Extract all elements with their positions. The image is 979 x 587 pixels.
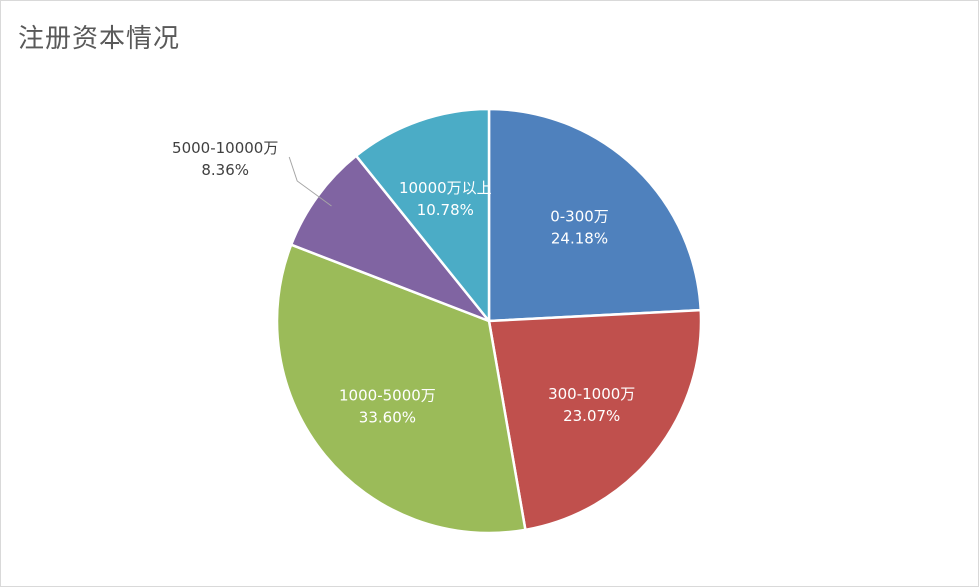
slice-category-label: 0-300万 (550, 208, 609, 226)
slice-percent-label: 24.18% (551, 230, 608, 248)
pie-slice-1 (487, 107, 702, 323)
slice-category-label: 10000万以上 (399, 179, 492, 197)
slice-category-label: 5000-10000万 (172, 139, 278, 157)
slice-category-label: 300-1000万 (548, 385, 635, 403)
slice-percent-label: 33.60% (359, 408, 416, 426)
chart-title: 注册资本情况 (18, 24, 181, 54)
pie-slice-3 (275, 243, 527, 535)
pie-slice-5 (354, 107, 491, 323)
slice-percent-label: 8.36% (201, 161, 249, 179)
slice-percent-label: 10.78% (417, 201, 474, 219)
slice-percent-label: 23.07% (563, 407, 620, 425)
pie-slice-2 (487, 308, 703, 532)
leader-line (288, 156, 332, 207)
slice-category-label: 1000-5000万 (339, 386, 436, 404)
